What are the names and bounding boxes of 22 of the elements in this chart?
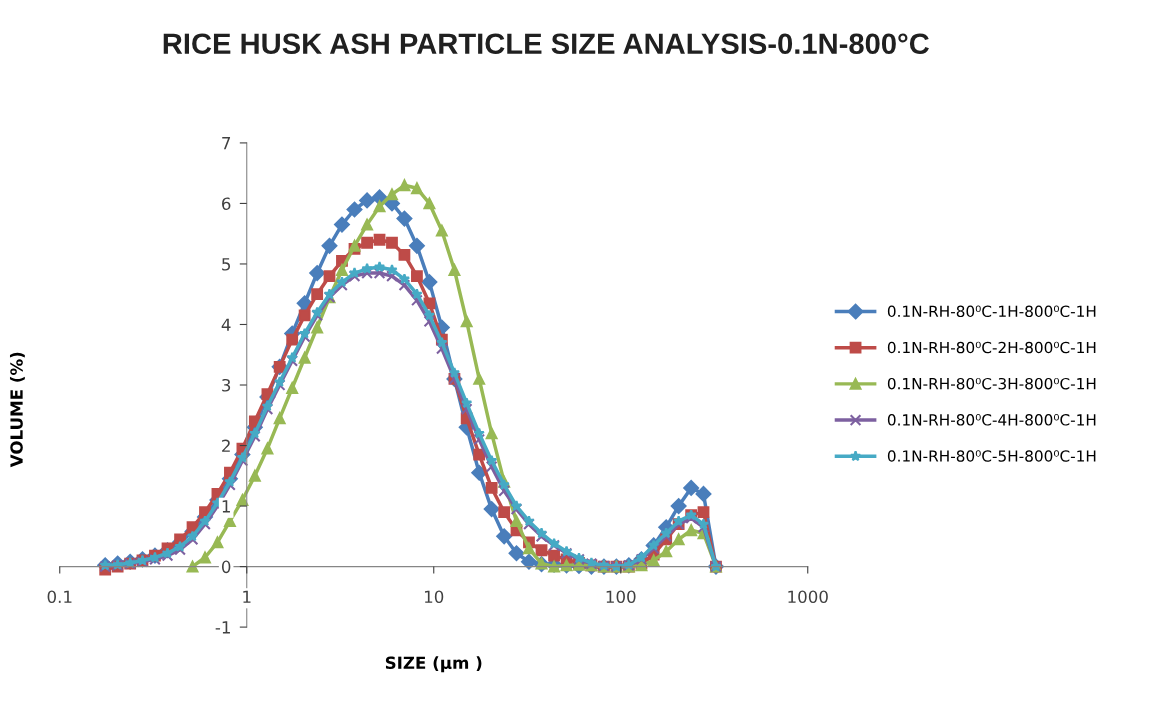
y-tick-label: 1 [222, 500, 230, 513]
x-tick-label: 10 [424, 590, 444, 604]
y-tick-label: 0 [221, 560, 231, 574]
y-tick-label: 5 [222, 258, 231, 271]
legend-label: 0.1N-RH-80⁰C-1H-800⁰C-1H [887, 305, 1096, 318]
y-tick-label: 2 [222, 439, 230, 452]
x-tick-label: 1000 [788, 590, 828, 604]
x-axis-title: SIZE (µm ) [385, 656, 482, 673]
legend-label: 0.1N-RH-80⁰C-2H-800⁰C-1H [887, 341, 1096, 354]
y-tick-label: 6 [222, 197, 231, 210]
x-tick-label: 1 [243, 590, 251, 603]
legend-label: 0.1N-RH-80⁰C-4H-800⁰C-1H [887, 414, 1096, 426]
chart-title: RICE HUSK ASH PARTICLE SIZE ANALYSIS-0.1N-800°C [163, 33, 929, 55]
y-tick-label: 3 [222, 378, 231, 392]
y-tick-label: 4 [221, 318, 231, 331]
legend-label: 0.1N-RH-80⁰C-5H-800⁰C-1H [887, 450, 1096, 462]
y-tick-label: -1 [215, 621, 230, 634]
x-tick-label: 100 [606, 590, 636, 604]
x-tick-label: 0.1 [47, 590, 72, 604]
y-axis-title: VOLUME (%) [9, 352, 25, 468]
y-tick-label: 7 [222, 137, 231, 150]
legend-label: 0.1N-RH-80⁰C-3H-800⁰C-1H [887, 377, 1096, 390]
